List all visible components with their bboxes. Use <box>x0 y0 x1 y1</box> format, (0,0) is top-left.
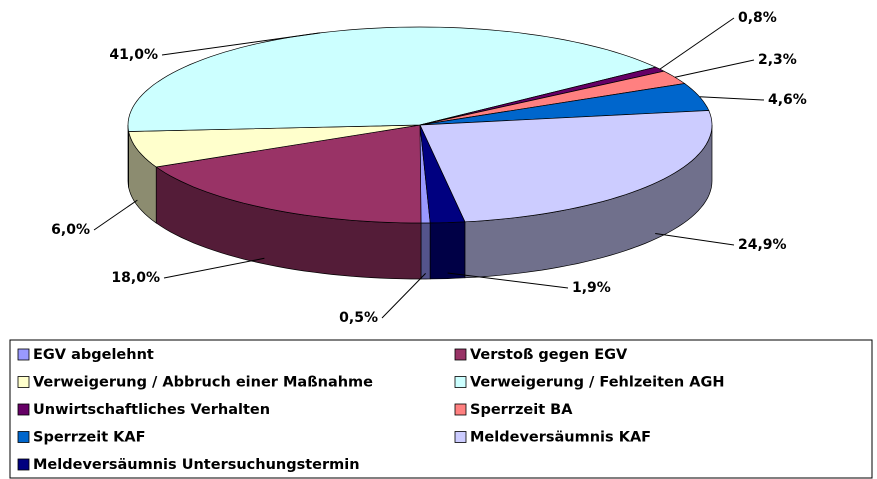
legend-label: EGV abgelehnt <box>33 347 154 363</box>
data-label: 2,3% <box>758 52 797 68</box>
slice <box>128 124 421 168</box>
data-label: 0,8% <box>738 10 777 26</box>
legend-label: Verweigerung / Fehlzeiten AGH <box>470 375 724 391</box>
leader-line <box>674 59 755 78</box>
data-label: 1,9% <box>572 280 611 296</box>
legend-label: Sperrzeit KAF <box>33 430 146 446</box>
slice <box>419 124 466 224</box>
legend-label: Sperrzeit BA <box>470 402 573 418</box>
slice-side <box>429 221 466 280</box>
leader-line <box>93 199 138 231</box>
legend-swatch <box>17 376 30 388</box>
legend-label: Verstoß gegen EGV <box>470 347 628 363</box>
data-label: 41,0% <box>109 47 158 63</box>
legend-label: Meldeversäumnis KAF <box>470 430 651 446</box>
leader-line <box>381 273 426 319</box>
leader-line <box>655 233 735 246</box>
legend-swatch <box>17 403 30 416</box>
legend-swatch <box>17 458 30 471</box>
leader-line <box>161 32 321 56</box>
data-label: 24,9% <box>738 237 787 253</box>
legend-swatch <box>17 348 30 361</box>
legend-box <box>9 339 873 479</box>
slice <box>155 124 422 224</box>
data-label: 6,0% <box>51 222 90 238</box>
slice <box>419 83 710 126</box>
slice-side <box>127 124 129 188</box>
leader-line <box>447 272 569 289</box>
slice <box>419 110 713 223</box>
data-label: 0,5% <box>339 310 378 326</box>
legend-swatch <box>454 348 467 361</box>
data-label: 18,0% <box>111 270 160 286</box>
legend-label: Unwirtschaftliches Verhalten <box>33 402 270 418</box>
legend-swatch <box>454 376 467 388</box>
legend-label: Meldeversäumnis Untersuchungstermin <box>33 457 360 473</box>
legend-swatch <box>17 431 30 443</box>
legend-swatch <box>454 431 467 443</box>
leader-line <box>659 17 735 70</box>
data-label: 4,6% <box>768 92 807 108</box>
legend-label: Verweigerung / Abbruch einer Maßnahme <box>33 375 373 391</box>
slice-side <box>420 222 431 280</box>
leader-line <box>163 257 265 279</box>
legend-swatch <box>454 403 467 416</box>
leader-line <box>699 96 765 101</box>
